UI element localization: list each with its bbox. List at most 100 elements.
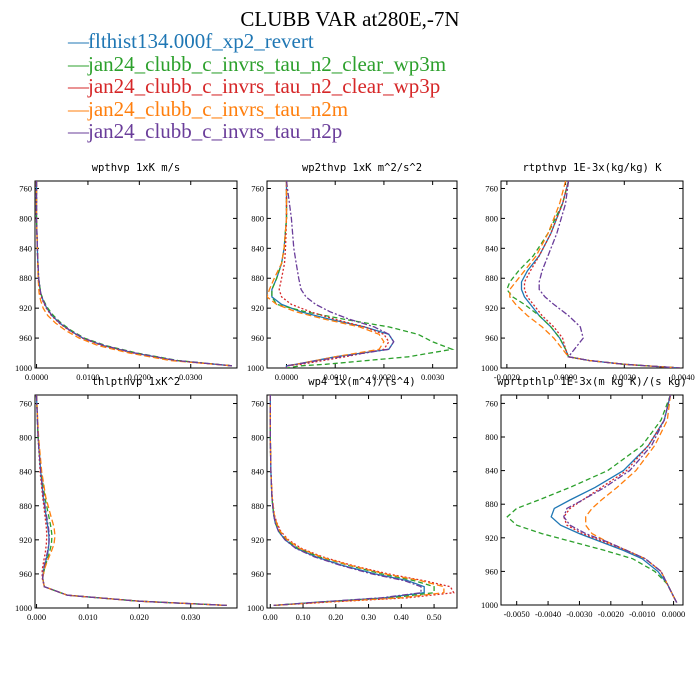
legend-label: jan24_clubb_c_invrs_tau_n2_clear_wp3p [88, 74, 441, 98]
legend: —flthist134.000f_xp2_revert —jan24_clubb… [68, 30, 446, 143]
legend-swatch: — [68, 96, 89, 121]
y-tick-label: 840 [251, 243, 264, 253]
series-line [285, 181, 395, 368]
plot-frame [500, 180, 684, 369]
series-line [35, 395, 227, 607]
x-tick-label: -0.0050 [504, 609, 530, 619]
y-tick-label: 880 [19, 501, 32, 511]
y-tick-label: 880 [251, 273, 264, 283]
y-tick-label: 1000 [481, 600, 498, 610]
series-line [269, 395, 435, 607]
x-tick-label: -0.0040 [535, 609, 561, 619]
x-tick-label: 0.0010 [324, 372, 347, 382]
panel-title: rtpthvp 1E-3x(kg/kg) K [522, 162, 662, 174]
series-line [35, 395, 227, 607]
x-tick-label: 0.0030 [421, 372, 444, 382]
legend-label: flthist134.000f_xp2_revert [88, 29, 314, 53]
y-tick-label: 760 [485, 398, 498, 408]
x-tick-label: 0.0000 [25, 372, 48, 382]
series-line [269, 395, 445, 607]
series-line [35, 181, 232, 367]
x-tick-label: 0.030 [181, 612, 200, 622]
x-tick-label: 0.0000 [662, 609, 685, 619]
y-tick-label: 880 [485, 273, 498, 283]
legend-swatch: — [68, 29, 89, 53]
series-line [35, 181, 232, 367]
y-tick-label: 1000 [15, 363, 32, 373]
legend-label: jan24_clubb_c_invrs_tau_n2_clear_wp3m [88, 51, 447, 76]
panel-title: wprtpthlp 1E-3x(m kg K)/(s kg) [497, 376, 687, 388]
chart-panel: wpthvp 1xK m/s 760 800 840 880 920 960 10000.00… [15, 162, 238, 382]
series-line [278, 181, 390, 368]
y-tick-label: 960 [19, 569, 32, 579]
chart-panel: thlpthvp 1xK^2 760 800 840 880 920 960 10000.00… [15, 376, 238, 622]
series-line [35, 395, 227, 607]
x-tick-label: 0.0020 [613, 372, 636, 382]
panel-title: thlpthvp 1xK^2 [92, 376, 181, 388]
chart-panel: rtpthvp 1E-3x(kg/kg) K 760 800 840 880 920 960… [481, 162, 695, 382]
plot-frame [34, 180, 238, 369]
x-tick-label: 0.0300 [179, 372, 202, 382]
y-tick-label: 840 [19, 243, 32, 253]
legend-label: jan24_clubb_c_invrs_tau_n2m [88, 96, 349, 121]
x-tick-label: 0.40 [394, 612, 409, 622]
legend-item: —jan24_clubb_c_invrs_tau_n2_clear_wp3p [68, 75, 446, 98]
panel-title: wp4 1x(m^4)/(s^4) [308, 376, 415, 388]
series-line [35, 181, 232, 367]
x-tick-label: 0.0000 [554, 372, 577, 382]
y-tick-label: 840 [485, 243, 498, 253]
plot-frame [266, 180, 458, 369]
y-tick-label: 920 [251, 303, 264, 313]
legend-item: —jan24_clubb_c_invrs_tau_n2m [68, 96, 446, 121]
series-line [585, 395, 678, 603]
series-line [35, 395, 227, 607]
x-tick-label: 0.010 [78, 612, 97, 622]
plot-frame [34, 394, 238, 609]
legend-swatch: — [68, 119, 89, 143]
chart-panel: wp2thvp 1xK m^2/s^2 760 800 840 880 920 960 100… [247, 162, 458, 382]
legend-item: —jan24_clubb_c_invrs_tau_n2_clear_wp3m [68, 51, 447, 76]
y-tick-label: 960 [485, 566, 498, 576]
series-line [509, 181, 681, 368]
x-tick-label: 0.00 [263, 612, 278, 622]
y-tick-label: 760 [485, 183, 498, 193]
series-line [538, 181, 681, 368]
series-line [269, 395, 422, 607]
y-tick-label: 1000 [247, 363, 264, 373]
series-line [267, 181, 385, 368]
series-line [550, 395, 678, 603]
y-tick-label: 920 [485, 303, 498, 313]
series-line [35, 181, 232, 367]
plot-frame [266, 394, 458, 609]
y-tick-label: 880 [19, 273, 32, 283]
x-tick-label: -0.0020 [598, 609, 624, 619]
y-tick-label: 760 [19, 183, 32, 193]
y-tick-label: 920 [19, 535, 32, 545]
legend-item: —jan24_clubb_c_invrs_tau_n2p [68, 120, 446, 143]
legend-swatch: — [68, 51, 89, 76]
plot-frame [500, 394, 684, 606]
legend-item: —flthist134.000f_xp2_revert [68, 30, 446, 53]
x-tick-label: 0.000 [27, 612, 46, 622]
x-tick-label: 0.020 [130, 612, 149, 622]
series-line [269, 395, 425, 607]
panel-title: wp2thvp 1xK m^2/s^2 [302, 162, 422, 174]
y-tick-label: 920 [19, 303, 32, 313]
series-line [269, 395, 455, 607]
y-tick-label: 920 [251, 535, 264, 545]
series-line [35, 395, 227, 607]
y-tick-label: 760 [251, 183, 264, 193]
x-tick-label: 0.50 [427, 612, 442, 622]
legend-swatch: — [68, 74, 89, 98]
y-tick-label: 760 [19, 399, 32, 409]
x-tick-label: 0.0100 [76, 372, 99, 382]
series-line [523, 181, 681, 368]
y-tick-label: 1000 [481, 363, 498, 373]
y-tick-label: 880 [251, 501, 264, 511]
y-tick-label: 800 [19, 213, 32, 223]
y-tick-label: 960 [485, 333, 498, 343]
y-tick-label: 1000 [247, 603, 264, 613]
series-line [35, 181, 232, 367]
y-tick-label: 800 [19, 433, 32, 443]
